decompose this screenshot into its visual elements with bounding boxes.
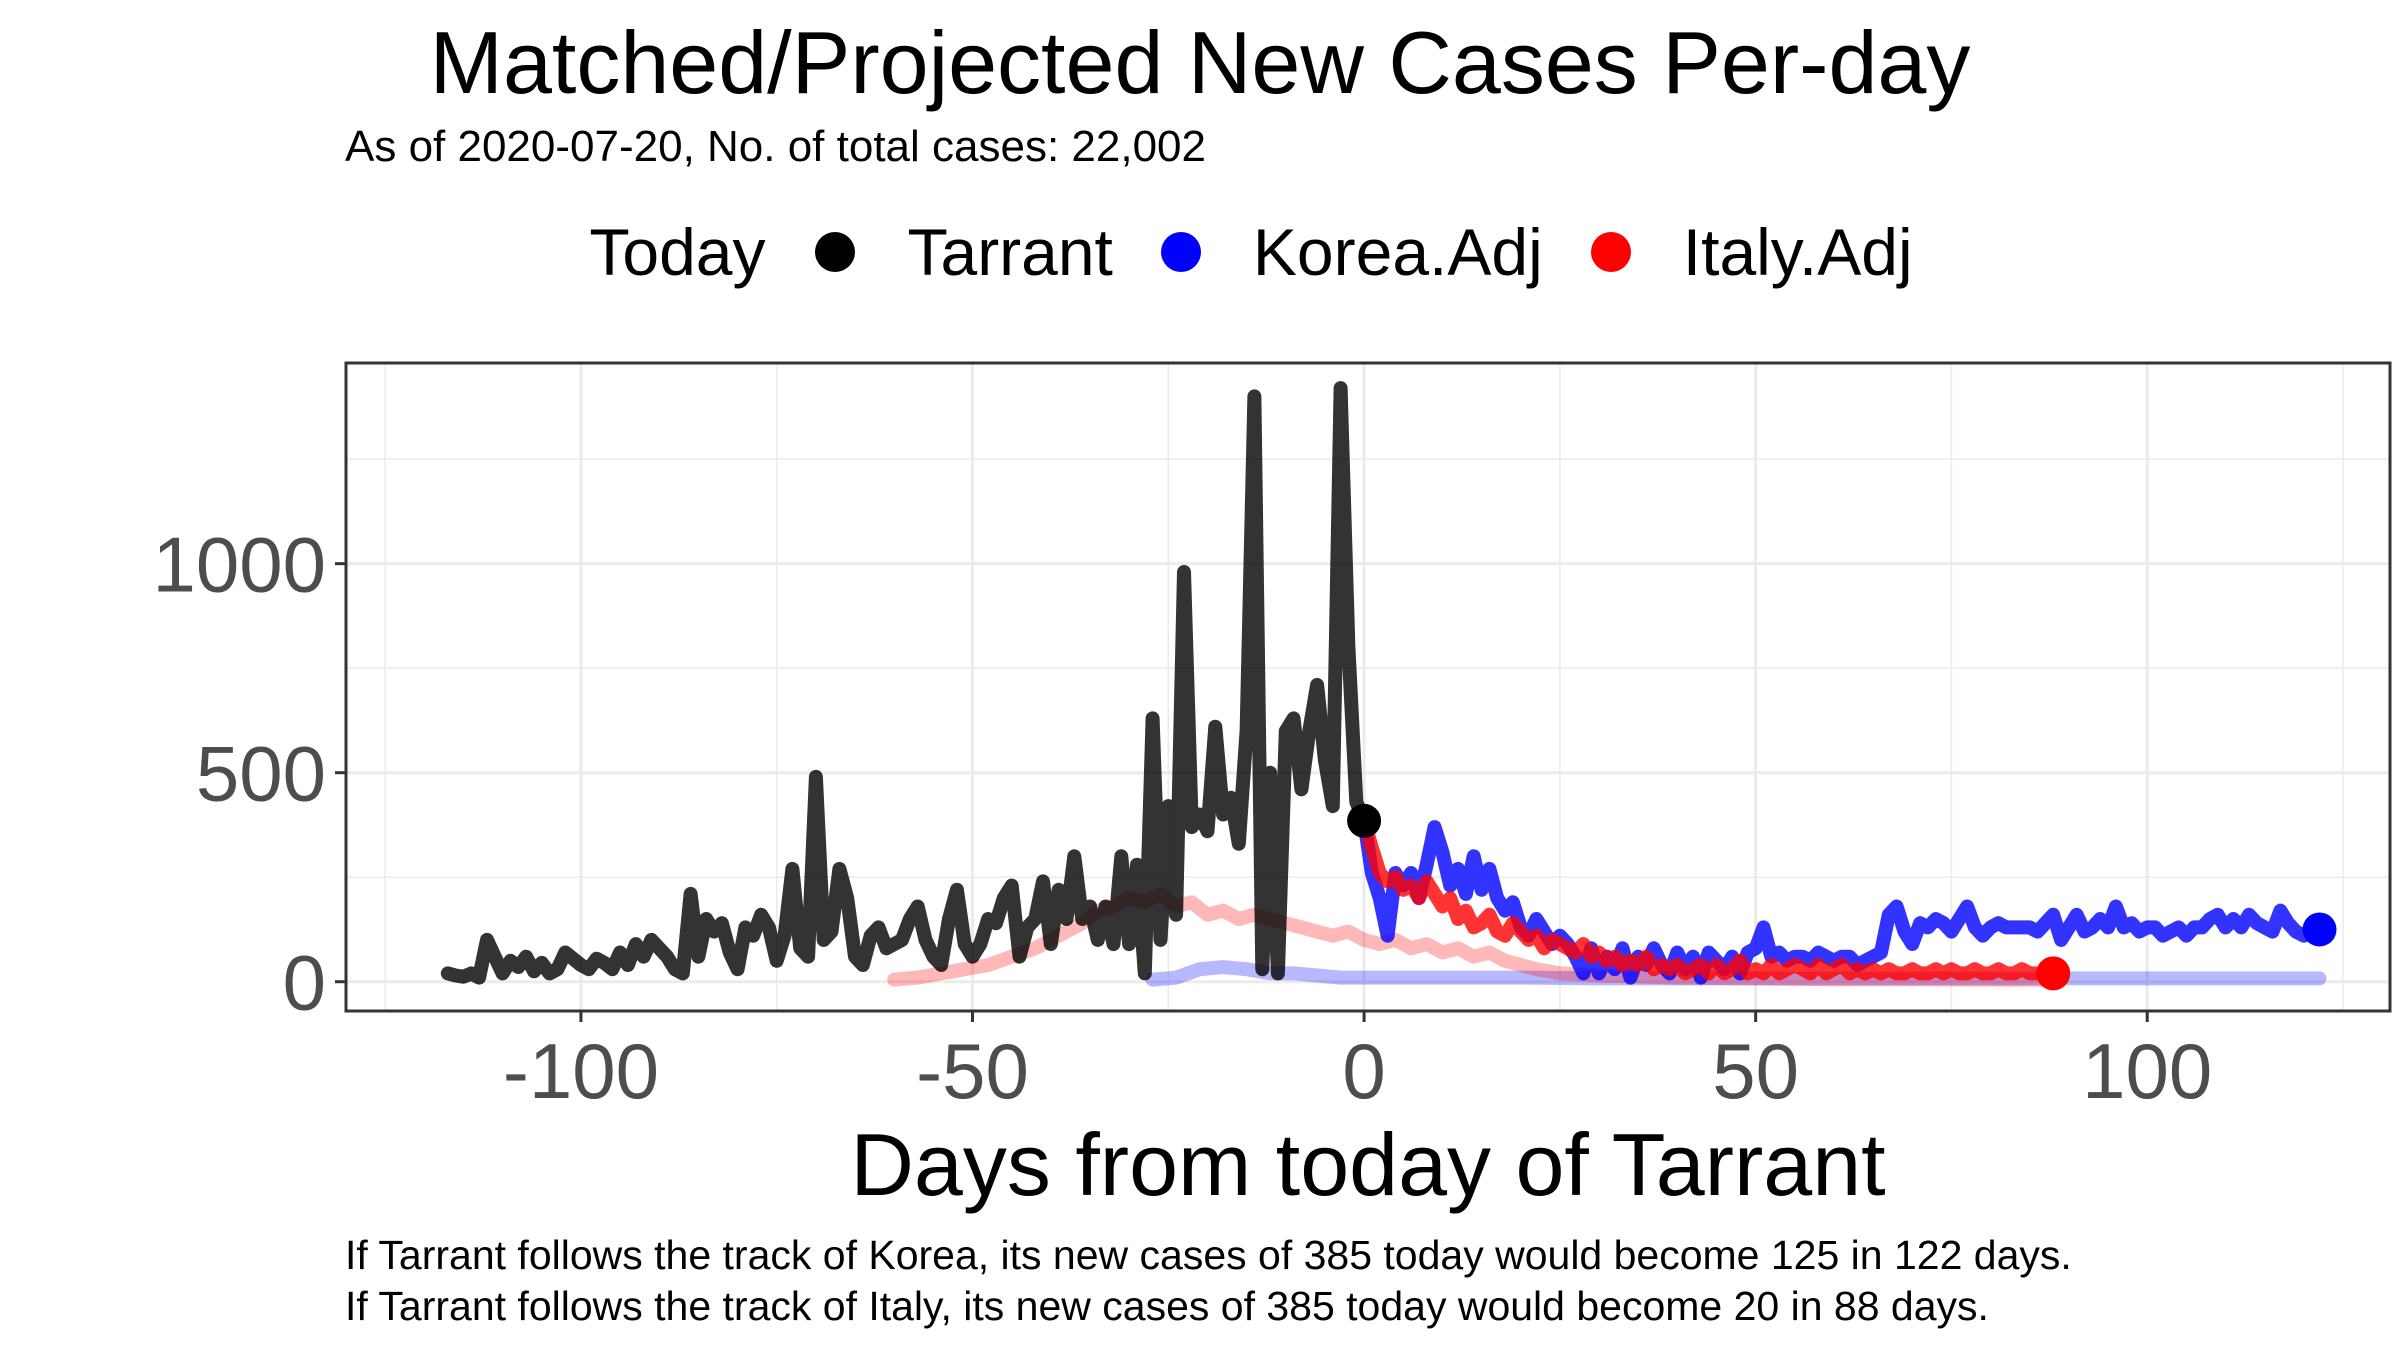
x-tick-label: 0 (1342, 1027, 1385, 1115)
x-tick-label: -50 (916, 1027, 1029, 1115)
legend-item-korea: Korea.Adj (1160, 214, 1543, 290)
legend-label-korea: Korea.Adj (1252, 215, 1543, 289)
y-tick-label: 1000 (152, 521, 326, 609)
y-tick-label: 0 (283, 939, 326, 1027)
series-line-tarrant (440, 381, 1372, 985)
note-italy: If Tarrant follows the track of Italy, i… (345, 1283, 1989, 1329)
legend-item-tarrant: Tarrant (815, 214, 1113, 290)
series-line-korea-adj (1357, 813, 2327, 985)
legend-label-tarrant: Tarrant (907, 215, 1113, 289)
legend-item-italy: Italy.Adj (1590, 214, 1913, 290)
series-line-faded (887, 886, 2061, 987)
legend-title: Today (589, 215, 766, 289)
note-korea: If Tarrant follows the track of Korea, i… (345, 1232, 2072, 1278)
x-tick-label: 100 (2082, 1027, 2212, 1115)
chart-title: Matched/Projected New Cases Per-day (429, 13, 1971, 112)
series-line-italy-adj (1357, 813, 2061, 981)
legend-dot-italy (1590, 232, 1631, 272)
x-tick-label: 50 (1712, 1027, 1799, 1115)
y-tick-label: 500 (196, 730, 326, 818)
plot-border (344, 361, 2392, 1013)
legend-dot-korea (1160, 232, 1201, 272)
x-tick-label: -100 (503, 1027, 659, 1115)
chart-subtitle: As of 2020-07-20, No. of total cases: 22… (345, 122, 1206, 171)
end-point-korea-adj (2302, 912, 2337, 947)
legend-dot-tarrant (815, 232, 856, 272)
end-point-italy-adj (2036, 956, 2071, 991)
end-point-tarrant (1347, 803, 1382, 838)
legend-label-italy: Italy.Adj (1682, 215, 1913, 289)
legend: Today Tarrant Korea.Adj Italy.Adj (0, 214, 2400, 290)
x-axis-label: Days from today of Tarrant (850, 1115, 1885, 1214)
